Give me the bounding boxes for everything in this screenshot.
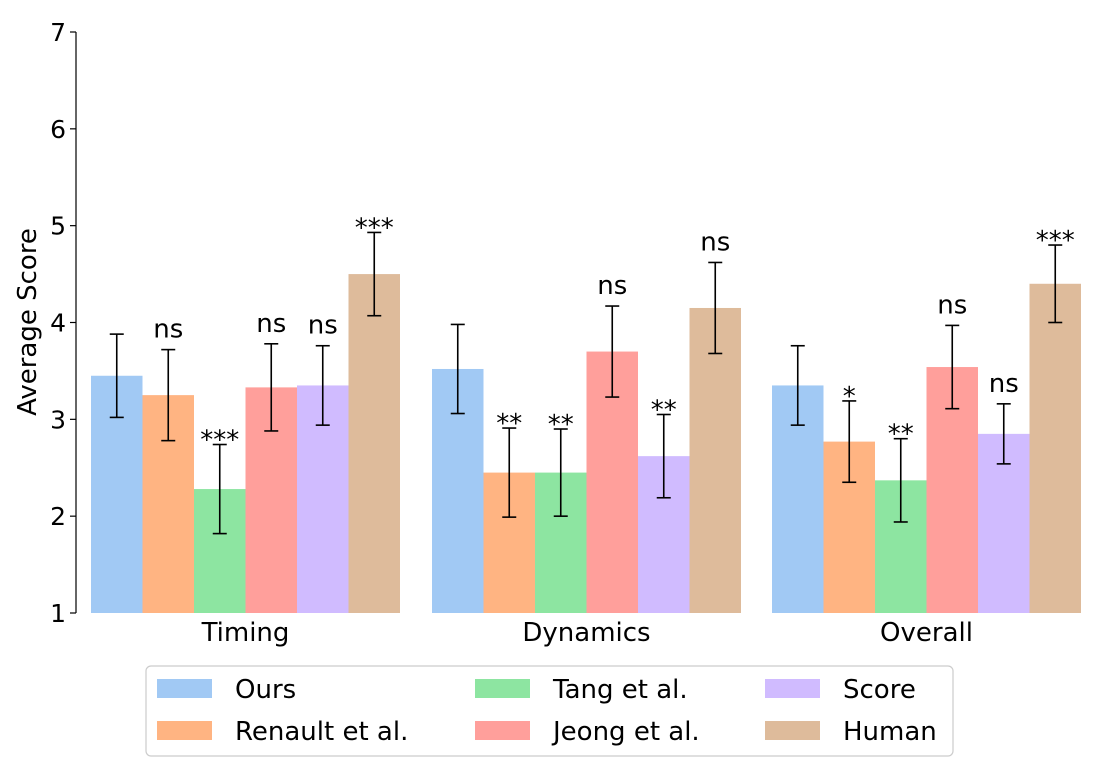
legend-swatch (475, 679, 530, 698)
error-bar (996, 403, 1011, 465)
error-bar (605, 305, 620, 398)
legend-swatch (475, 721, 530, 740)
significance-label: ns (989, 369, 1019, 399)
y-axis-label: Average Score (13, 228, 43, 416)
y-tick-label: 4 (50, 309, 66, 338)
legend-item: Renault et al. (157, 717, 408, 747)
significance-label: ns (153, 315, 183, 345)
y-tick-label: 3 (50, 405, 66, 434)
error-bar (212, 443, 227, 535)
error-bar (842, 400, 857, 484)
error-bar (708, 261, 723, 355)
legend-label: Tang et al. (552, 675, 688, 705)
significance-label: ns (937, 290, 967, 320)
legend-item: Ours (157, 675, 296, 705)
error-bar (109, 333, 124, 419)
significance-label: * (843, 382, 856, 412)
legend-label: Score (843, 675, 916, 705)
legend-frame (145, 665, 954, 757)
legend-label: Human (843, 717, 937, 747)
y-tick-label: 5 (50, 212, 66, 241)
legend: Ours Renault et al. Tang et al. Jeong et al… (145, 665, 954, 757)
significance-label: *** (355, 213, 394, 243)
significance-label: ** (888, 420, 914, 450)
y-tick-label: 2 (50, 502, 66, 531)
legend-item: Human (765, 717, 937, 747)
error-bar (945, 324, 960, 410)
legend-swatch (765, 721, 820, 740)
legend-label: Jeong et al. (551, 717, 700, 747)
bar-human-overall (1029, 283, 1081, 613)
error-bar (790, 344, 805, 426)
legend-swatch (765, 679, 820, 698)
significance-label: *** (200, 426, 239, 456)
y-tick-label: 7 (50, 18, 66, 47)
error-bar (502, 427, 517, 518)
error-bar (367, 231, 382, 317)
bar-human-timing (348, 274, 400, 613)
error-bar (553, 428, 568, 517)
error-bar (450, 323, 465, 415)
significance-label: *** (1036, 226, 1075, 256)
x-tick-label: Overall (880, 618, 973, 648)
legend-swatch (157, 721, 212, 740)
legend-item: Jeong et al. (475, 717, 700, 747)
error-bar (264, 343, 279, 432)
error-bar (893, 437, 908, 523)
error-bar (1048, 244, 1063, 324)
significance-label: ** (651, 395, 677, 425)
y-tick-label: 1 (50, 599, 66, 628)
x-tick-label: Timing (201, 618, 290, 648)
bar-human-dynamics (689, 307, 741, 613)
legend-swatch (157, 679, 212, 698)
significance-label: ** (496, 409, 522, 439)
legend-item: Tang et al. (475, 675, 688, 705)
legend-label: Ours (235, 675, 296, 705)
error-bar (315, 344, 330, 426)
x-tick-label: Dynamics (522, 618, 650, 648)
significance-label: ** (548, 410, 574, 440)
significance-label: ns (700, 227, 730, 257)
y-tick-label: 6 (50, 115, 66, 144)
significance-label: ns (597, 271, 627, 301)
significance-label: ns (256, 309, 286, 339)
significance-label: ns (308, 311, 338, 341)
error-bar (656, 413, 671, 499)
legend-item: Score (765, 675, 916, 705)
legend-label: Renault et al. (235, 717, 408, 747)
error-bar (161, 348, 176, 442)
